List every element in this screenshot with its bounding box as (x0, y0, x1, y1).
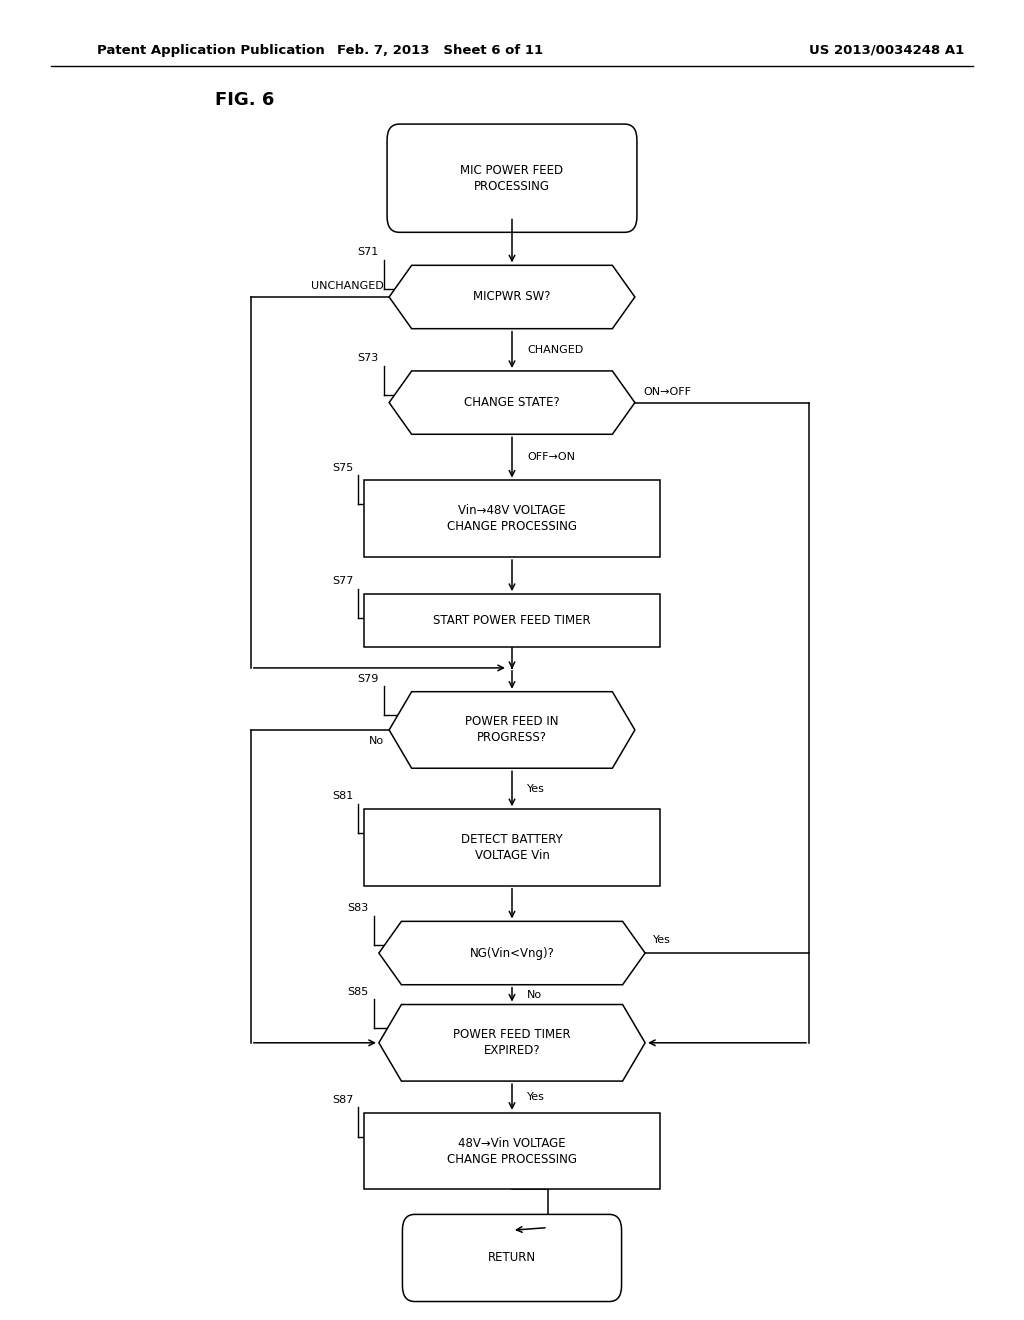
Text: ON→OFF: ON→OFF (643, 387, 691, 397)
Bar (364, 594, 660, 647)
Text: No: No (369, 735, 384, 746)
Text: S85: S85 (347, 986, 369, 997)
Polygon shape (389, 371, 635, 434)
FancyBboxPatch shape (402, 1214, 622, 1302)
Text: Vin→48V VOLTAGE
CHANGE PROCESSING: Vin→48V VOLTAGE CHANGE PROCESSING (447, 504, 577, 533)
Bar (364, 480, 660, 557)
Text: S75: S75 (332, 462, 353, 473)
Text: MIC POWER FEED
PROCESSING: MIC POWER FEED PROCESSING (461, 164, 563, 193)
Polygon shape (379, 1005, 645, 1081)
Text: FIG. 6: FIG. 6 (215, 91, 274, 110)
Text: CHANGED: CHANGED (527, 345, 584, 355)
Text: Patent Application Publication: Patent Application Publication (97, 44, 325, 57)
Text: No: No (527, 990, 543, 999)
Polygon shape (379, 921, 645, 985)
Text: UNCHANGED: UNCHANGED (311, 281, 384, 292)
Text: CHANGE STATE?: CHANGE STATE? (464, 396, 560, 409)
Text: S77: S77 (332, 576, 353, 586)
Text: S83: S83 (347, 903, 369, 913)
Text: RETURN: RETURN (488, 1251, 536, 1265)
Bar (364, 1113, 660, 1189)
Polygon shape (389, 265, 635, 329)
Text: Yes: Yes (527, 784, 545, 793)
Text: OFF→ON: OFF→ON (527, 453, 575, 462)
Text: Feb. 7, 2013   Sheet 6 of 11: Feb. 7, 2013 Sheet 6 of 11 (337, 44, 544, 57)
Text: DETECT BATTERY
VOLTAGE Vin: DETECT BATTERY VOLTAGE Vin (461, 833, 563, 862)
Text: S87: S87 (332, 1094, 353, 1105)
Text: S73: S73 (357, 352, 379, 363)
Text: POWER FEED IN
PROGRESS?: POWER FEED IN PROGRESS? (465, 715, 559, 744)
Bar (364, 809, 660, 886)
Text: US 2013/0034248 A1: US 2013/0034248 A1 (809, 44, 965, 57)
Text: S71: S71 (357, 247, 379, 257)
Text: Yes: Yes (527, 1092, 545, 1102)
Text: START POWER FEED TIMER: START POWER FEED TIMER (433, 614, 591, 627)
Text: POWER FEED TIMER
EXPIRED?: POWER FEED TIMER EXPIRED? (454, 1028, 570, 1057)
Polygon shape (389, 692, 635, 768)
Text: Yes: Yes (653, 935, 671, 945)
FancyBboxPatch shape (387, 124, 637, 232)
Text: 48V→Vin VOLTAGE
CHANGE PROCESSING: 48V→Vin VOLTAGE CHANGE PROCESSING (447, 1137, 577, 1166)
Text: MICPWR SW?: MICPWR SW? (473, 290, 551, 304)
Text: NG(Vin<Vng)?: NG(Vin<Vng)? (470, 946, 554, 960)
Text: S81: S81 (332, 791, 353, 801)
Text: S79: S79 (357, 673, 379, 684)
